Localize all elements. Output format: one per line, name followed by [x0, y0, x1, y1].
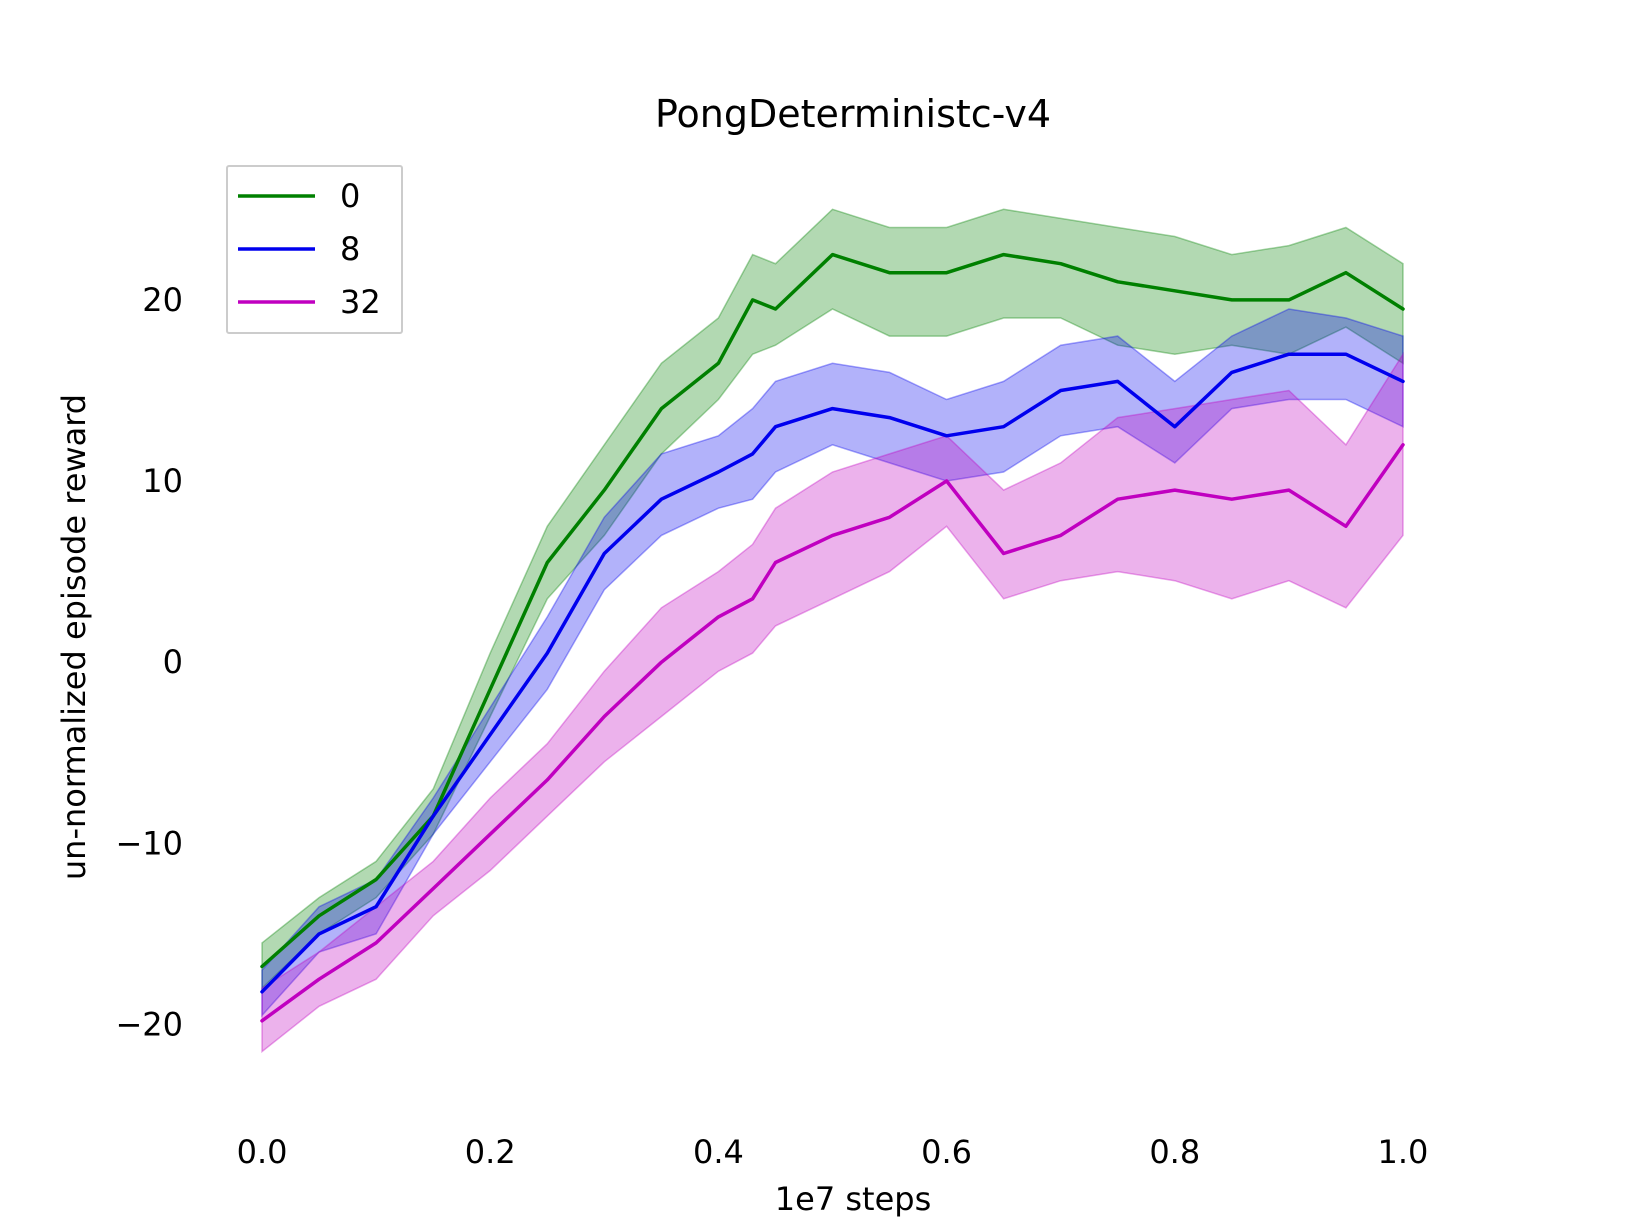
legend: 0 8 32: [226, 165, 403, 334]
band-series-8: [261, 308, 1404, 1018]
x-axis-ticks: 0.0 0.2 0.4 0.6 0.8 1.0: [237, 1133, 1429, 1171]
y-tick-label: 20: [142, 281, 183, 319]
y-tick-label: 0: [163, 643, 183, 681]
legend-label-8: 8: [340, 230, 360, 268]
x-tick-label: 0.4: [693, 1133, 744, 1171]
x-axis-label: 1e7 steps: [775, 1180, 931, 1218]
legend-label-32: 32: [340, 283, 381, 321]
y-axis-label: un-normalized episode reward: [55, 394, 93, 880]
y-axis-ticks: −20 −10 0 10 20: [115, 281, 183, 1044]
x-tick-label: 0.0: [237, 1133, 288, 1171]
y-tick-label: −20: [115, 1005, 183, 1043]
chart-title: PongDeterministc-v4: [655, 92, 1051, 136]
y-tick-label: 10: [142, 462, 183, 500]
confidence-bands: [261, 208, 1404, 1054]
line-series-8: [260, 352, 1405, 994]
series-lines: [260, 252, 1405, 1023]
line-series-32: [260, 443, 1405, 1023]
band-series-0: [261, 208, 1404, 990]
legend-label-0: 0: [340, 177, 360, 215]
x-tick-label: 0.8: [1149, 1133, 1200, 1171]
y-tick-label: −10: [115, 824, 183, 862]
band-series-32: [261, 351, 1404, 1054]
x-tick-label: 0.2: [465, 1133, 516, 1171]
x-tick-label: 0.6: [921, 1133, 972, 1171]
x-tick-label: 1.0: [1378, 1133, 1429, 1171]
line-series-0: [260, 252, 1405, 969]
